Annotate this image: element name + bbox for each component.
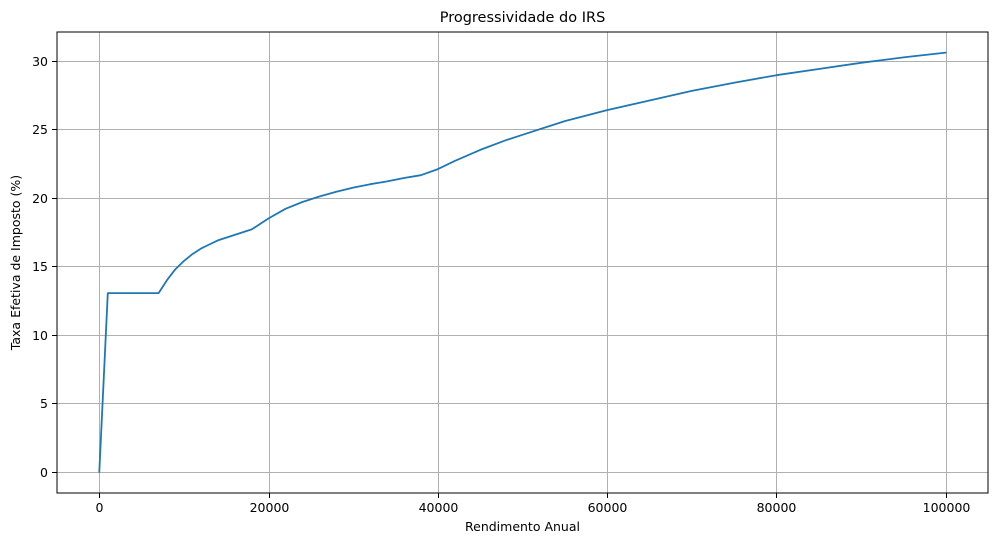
- y-tick-label: 30: [32, 54, 48, 69]
- y-tick-label: 25: [32, 122, 48, 137]
- x-tick-label: 60000: [588, 500, 628, 515]
- series-layer: [98, 51, 947, 473]
- series-line: [98, 51, 947, 473]
- x-axis-label: Rendimento Anual: [465, 519, 580, 534]
- grid: [57, 32, 988, 493]
- y-axis-ticks: 0 5 10 15 20 25 30: [32, 54, 57, 480]
- axes-frame: [56, 31, 989, 494]
- y-tick-label: 0: [40, 465, 48, 480]
- x-tick-label: 0: [96, 500, 104, 515]
- y-tick-label: 10: [32, 328, 48, 343]
- y-tick-label: 20: [32, 191, 48, 206]
- x-tick-label: 40000: [419, 500, 459, 515]
- x-tick-label: 100000: [923, 500, 971, 515]
- x-axis-ticks: 0 20000 40000 60000 80000 100000: [96, 493, 971, 515]
- x-tick-label: 80000: [757, 500, 797, 515]
- chart-title: Progressividade do IRS: [440, 10, 606, 26]
- y-tick-label: 15: [32, 259, 48, 274]
- x-tick-label: 20000: [250, 500, 290, 515]
- y-tick-label: 5: [40, 396, 48, 411]
- plot-area: [57, 32, 988, 493]
- y-axis-label: Taxa Efetiva de Imposto (%): [8, 175, 23, 351]
